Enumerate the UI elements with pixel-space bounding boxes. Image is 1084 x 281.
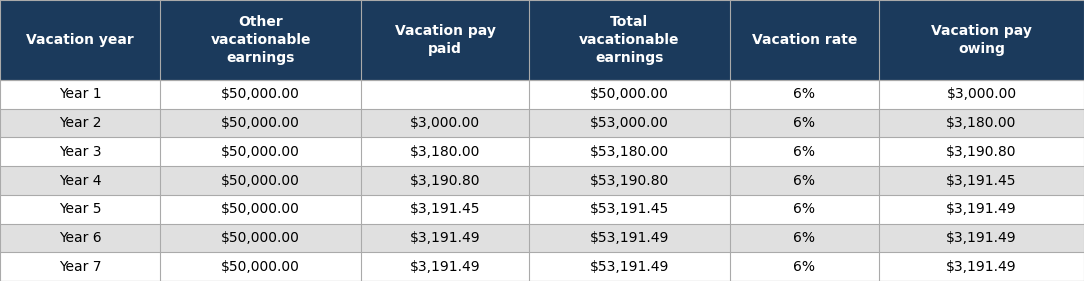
Bar xyxy=(361,0,529,80)
Bar xyxy=(0,195,160,224)
Bar xyxy=(879,109,1084,137)
Bar xyxy=(879,0,1084,80)
Text: 6%: 6% xyxy=(793,145,815,159)
Text: $3,191.45: $3,191.45 xyxy=(410,202,480,216)
Text: $3,000.00: $3,000.00 xyxy=(946,87,1017,101)
Bar xyxy=(730,252,879,281)
Bar xyxy=(730,137,879,166)
Bar xyxy=(160,166,361,195)
Text: Total
vacationable
earnings: Total vacationable earnings xyxy=(579,15,680,65)
Bar xyxy=(529,166,730,195)
Text: Vacation rate: Vacation rate xyxy=(751,33,857,47)
Text: Vacation pay
paid: Vacation pay paid xyxy=(395,24,495,56)
Bar xyxy=(879,166,1084,195)
Bar xyxy=(730,80,879,109)
Bar xyxy=(160,109,361,137)
Bar xyxy=(879,80,1084,109)
Bar xyxy=(0,166,160,195)
Text: Year 6: Year 6 xyxy=(59,231,102,245)
Text: $50,000.00: $50,000.00 xyxy=(590,87,669,101)
Text: $53,191.45: $53,191.45 xyxy=(590,202,669,216)
Text: $50,000.00: $50,000.00 xyxy=(221,202,300,216)
Bar xyxy=(361,109,529,137)
Bar xyxy=(160,252,361,281)
Bar xyxy=(361,137,529,166)
Bar xyxy=(160,80,361,109)
Text: $3,191.49: $3,191.49 xyxy=(410,231,480,245)
Text: $53,190.80: $53,190.80 xyxy=(590,174,669,187)
Text: $3,191.49: $3,191.49 xyxy=(946,202,1017,216)
Text: 6%: 6% xyxy=(793,231,815,245)
Text: Year 7: Year 7 xyxy=(59,260,102,274)
Text: $3,190.80: $3,190.80 xyxy=(410,174,480,187)
Text: Year 5: Year 5 xyxy=(59,202,102,216)
Text: $50,000.00: $50,000.00 xyxy=(221,87,300,101)
Bar xyxy=(160,137,361,166)
Bar xyxy=(529,224,730,252)
Text: $3,191.49: $3,191.49 xyxy=(410,260,480,274)
Text: 6%: 6% xyxy=(793,202,815,216)
Text: 6%: 6% xyxy=(793,87,815,101)
Bar xyxy=(730,224,879,252)
Text: Year 3: Year 3 xyxy=(59,145,102,159)
Bar xyxy=(160,0,361,80)
Text: $50,000.00: $50,000.00 xyxy=(221,116,300,130)
Text: $3,191.49: $3,191.49 xyxy=(946,260,1017,274)
Bar xyxy=(879,195,1084,224)
Bar xyxy=(730,0,879,80)
Text: $50,000.00: $50,000.00 xyxy=(221,231,300,245)
Bar xyxy=(361,224,529,252)
Text: $53,191.49: $53,191.49 xyxy=(590,260,669,274)
Text: Vacation pay
owing: Vacation pay owing xyxy=(931,24,1032,56)
Text: $53,191.49: $53,191.49 xyxy=(590,231,669,245)
Bar xyxy=(0,137,160,166)
Bar xyxy=(0,252,160,281)
Text: 6%: 6% xyxy=(793,260,815,274)
Bar xyxy=(529,137,730,166)
Text: $53,180.00: $53,180.00 xyxy=(590,145,669,159)
Text: $3,191.49: $3,191.49 xyxy=(946,231,1017,245)
Text: Year 4: Year 4 xyxy=(59,174,102,187)
Text: $50,000.00: $50,000.00 xyxy=(221,174,300,187)
Bar xyxy=(0,80,160,109)
Text: $50,000.00: $50,000.00 xyxy=(221,145,300,159)
Bar xyxy=(529,109,730,137)
Text: 6%: 6% xyxy=(793,116,815,130)
Bar xyxy=(529,0,730,80)
Bar xyxy=(879,137,1084,166)
Bar xyxy=(361,80,529,109)
Bar xyxy=(529,80,730,109)
Bar xyxy=(879,252,1084,281)
Bar xyxy=(730,195,879,224)
Bar xyxy=(160,195,361,224)
Text: $3,000.00: $3,000.00 xyxy=(410,116,480,130)
Text: Vacation year: Vacation year xyxy=(26,33,134,47)
Bar xyxy=(730,109,879,137)
Bar xyxy=(730,166,879,195)
Bar xyxy=(529,195,730,224)
Bar xyxy=(879,224,1084,252)
Text: $53,000.00: $53,000.00 xyxy=(590,116,669,130)
Bar xyxy=(529,252,730,281)
Text: $50,000.00: $50,000.00 xyxy=(221,260,300,274)
Bar xyxy=(361,252,529,281)
Bar xyxy=(361,166,529,195)
Bar xyxy=(160,224,361,252)
Text: $3,180.00: $3,180.00 xyxy=(410,145,480,159)
Text: Year 2: Year 2 xyxy=(59,116,102,130)
Bar xyxy=(361,195,529,224)
Bar xyxy=(0,109,160,137)
Text: $3,191.45: $3,191.45 xyxy=(946,174,1017,187)
Text: $3,180.00: $3,180.00 xyxy=(946,116,1017,130)
Text: Other
vacationable
earnings: Other vacationable earnings xyxy=(210,15,311,65)
Text: Year 1: Year 1 xyxy=(59,87,102,101)
Text: 6%: 6% xyxy=(793,174,815,187)
Text: $3,190.80: $3,190.80 xyxy=(946,145,1017,159)
Bar xyxy=(0,224,160,252)
Bar xyxy=(0,0,160,80)
